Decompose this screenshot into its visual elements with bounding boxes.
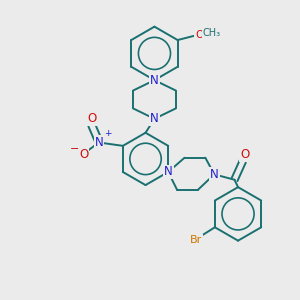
Text: O: O (195, 30, 203, 40)
Text: −: − (70, 144, 79, 154)
Text: Br: Br (190, 235, 202, 245)
Text: O: O (240, 148, 249, 161)
Text: O: O (87, 112, 96, 125)
Text: N: N (150, 112, 159, 125)
Text: O: O (79, 148, 88, 161)
Text: N: N (210, 168, 219, 181)
Text: N: N (95, 136, 103, 149)
Text: N: N (164, 166, 172, 178)
Text: +: + (104, 130, 111, 139)
Text: CH₃: CH₃ (202, 28, 220, 38)
Text: N: N (150, 74, 159, 87)
